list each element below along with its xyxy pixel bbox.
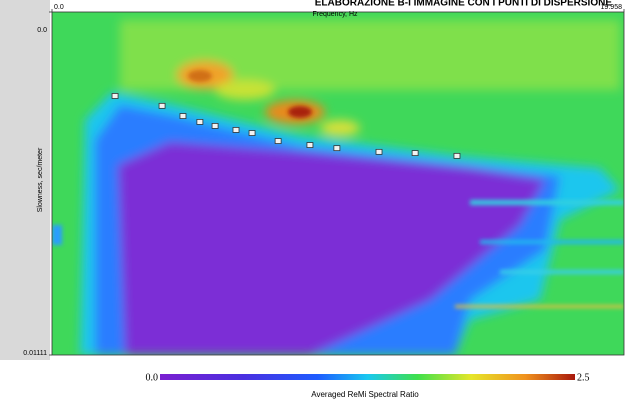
dispersion-point [196, 119, 204, 125]
y-tick-label: 0.01111 [23, 350, 47, 357]
dispersion-point [306, 142, 314, 148]
dispersion-point [211, 123, 219, 129]
side-panel [0, 0, 50, 360]
dispersion-point [274, 138, 282, 144]
dispersion-point [158, 102, 166, 109]
y-tick-label: 0.0 [37, 27, 47, 34]
plot-frame [51, 11, 625, 356]
x-axis-label: Frequency, Hz [313, 11, 358, 18]
dispersion-point [411, 150, 419, 156]
dispersion-point [375, 148, 383, 155]
x-tick-label: 19.958 [601, 4, 623, 11]
y-axis-label: Slowness, sec/meter [37, 147, 44, 212]
colorbar-label: Averaged ReMi Spectral Ratio [311, 390, 419, 399]
colorbar-tick-label: 0.0 [146, 372, 159, 383]
chart-title: ELABORAZIONE B-I IMMAGINE CON I PUNTI DI… [315, 0, 613, 9]
x-tick-label: 0.0 [54, 4, 64, 11]
dispersion-point [232, 127, 240, 133]
colorbar [160, 374, 575, 380]
dispersion-point [453, 152, 461, 159]
dispersion-point [179, 113, 187, 119]
dispersion-point [111, 93, 119, 99]
colorbar-tick-label: 2.5 [577, 372, 590, 383]
dispersion-point [248, 130, 256, 136]
dispersion-point [333, 145, 341, 152]
spectral-image [52, 12, 624, 355]
